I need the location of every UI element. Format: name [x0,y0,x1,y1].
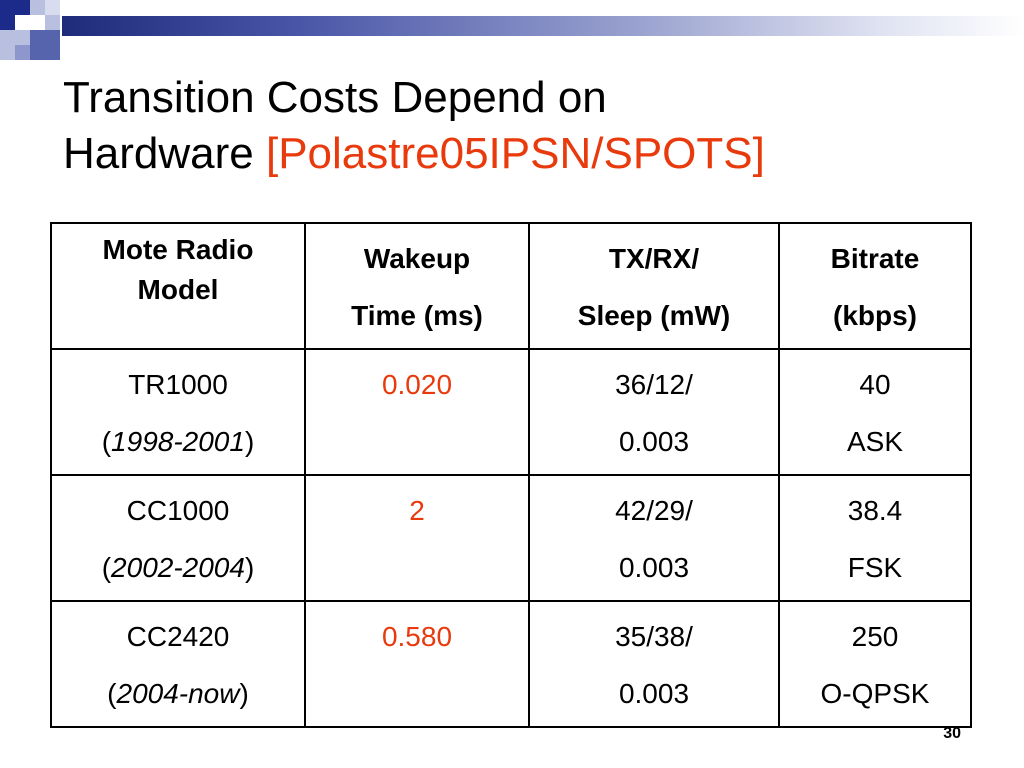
power-sleep: 0.003 [618,678,690,709]
modulation-value: O-QPSK [820,678,930,709]
cell-power: 36/12/ 0.003 [528,348,780,476]
cell-wakeup: 0.580 [304,600,530,728]
bitrate-value: 38.4 [847,495,903,526]
power-txrx: 35/38/ [615,621,693,652]
header-gradient-bar [62,16,1024,36]
model-years: (1998-2001) [101,426,255,457]
power-sleep: 0.003 [618,552,690,583]
header-text: Wakeup [363,243,471,274]
model-years: (2004-now) [107,678,249,709]
cell-bitrate: 250 O-QPSK [778,600,972,728]
header-text: (kbps) [833,300,917,331]
cell-model: TR1000 (1998-2001) [50,348,306,476]
header-power: TX/RX/ Sleep (mW) [528,222,780,350]
model-name: CC1000 [126,495,230,526]
deco-square [30,15,45,30]
model-name: CC2420 [126,621,230,652]
table-row: CC2420 (2004-now) 0.580 35/38/ 0.003 250… [50,600,972,728]
model-name: TR1000 [128,369,228,400]
table-row: TR1000 (1998-2001) 0.020 36/12/ 0.003 40… [50,348,972,476]
modulation-value: FSK [847,552,903,583]
page-number: 30 [943,725,961,742]
bitrate-value: 250 [851,621,899,652]
header-wakeup: Wakeup Time (ms) [304,222,530,350]
cell-bitrate: 40 ASK [778,348,972,476]
power-txrx: 36/12/ [615,369,693,400]
header-text: Bitrate [830,243,920,274]
cell-model: CC2420 (2004-now) [50,600,306,728]
deco-square [15,15,30,30]
header-text: TX/RX/ [608,243,700,274]
table-header-row: Mote Radio Model Wakeup Time (ms) TX/RX/… [50,222,972,350]
deco-square [45,0,60,15]
deco-square [15,45,30,60]
modulation-value: ASK [846,426,904,457]
header-text: Time (ms) [351,300,483,331]
model-years: (2002-2004) [101,552,255,583]
years-text: 2004-now [116,678,240,709]
bitrate-value: 40 [859,369,891,400]
slide-title: Transition Costs Depend on Hardware [Pol… [63,70,1003,182]
title-citation: [Polastre05IPSN/SPOTS] [265,129,765,178]
radio-comparison-table: Mote Radio Model Wakeup Time (ms) TX/RX/… [50,222,972,728]
power-sleep: 0.003 [618,426,690,457]
wakeup-value: 0.020 [381,369,453,400]
wakeup-value: 0.580 [381,621,453,652]
years-text: 2002-2004 [111,552,245,583]
header-model: Mote Radio Model [50,222,306,350]
title-line-1: Transition Costs Depend on [63,73,607,122]
deco-square [30,30,60,60]
cell-bitrate: 38.4 FSK [778,474,972,602]
cell-model: CC1000 (2002-2004) [50,474,306,602]
cell-power: 42/29/ 0.003 [528,474,780,602]
header-text: Model [137,274,219,305]
cell-power: 35/38/ 0.003 [528,600,780,728]
table-row: CC1000 (2002-2004) 2 42/29/ 0.003 38.4 F… [50,474,972,602]
header-text: Mote Radio [102,234,254,265]
power-txrx: 42/29/ [615,495,693,526]
wakeup-value: 2 [409,495,425,526]
cell-wakeup: 2 [304,474,530,602]
cell-wakeup: 0.020 [304,348,530,476]
years-text: 1998-2001 [111,426,245,457]
title-line-2: Hardware [63,129,266,178]
header-text: Sleep (mW) [577,300,731,331]
header-bitrate: Bitrate (kbps) [778,222,972,350]
